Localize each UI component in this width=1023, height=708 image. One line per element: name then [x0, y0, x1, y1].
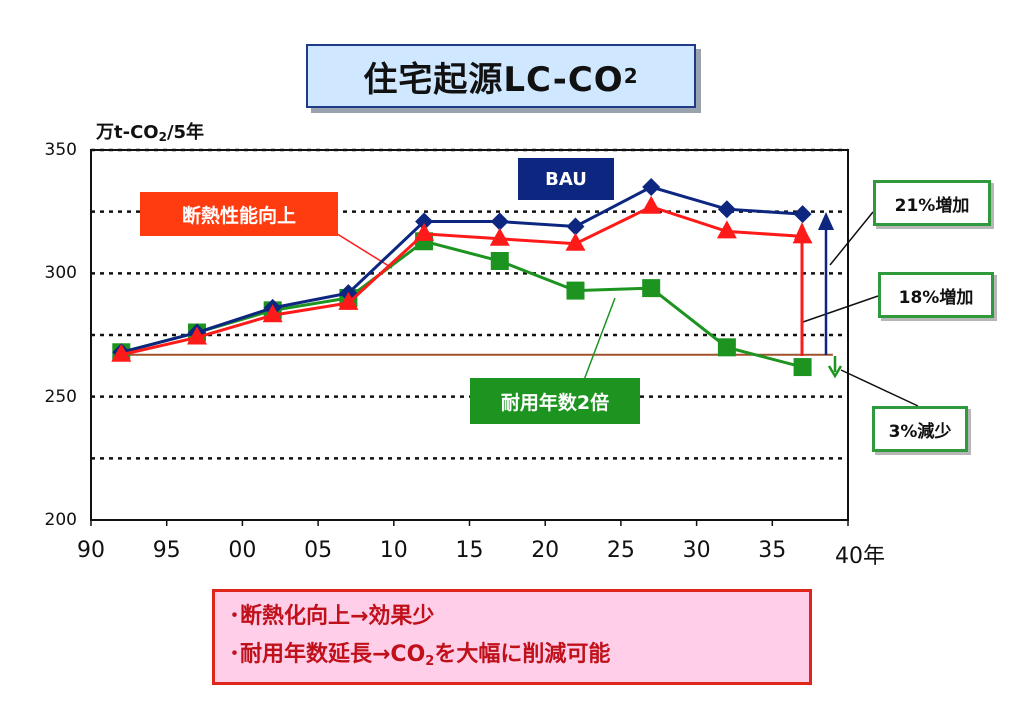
callout-21-increase: 21%増加 — [873, 180, 991, 226]
data-point — [490, 252, 509, 270]
unit-post: /5年 — [166, 122, 205, 143]
y-axis-unit: 万t-CO2/5年 — [96, 118, 204, 144]
callout-18-increase: 18%増加 — [878, 272, 994, 318]
callout-3-decrease: 3%減少 — [872, 406, 968, 452]
data-point — [716, 220, 737, 239]
data-point — [793, 205, 812, 224]
x-tick-label: 95 — [152, 538, 181, 563]
x-tick-label: 00 — [228, 538, 257, 563]
data-point — [338, 291, 359, 310]
series-label-bau: BAU — [518, 158, 614, 200]
data-point — [566, 217, 585, 236]
data-point — [489, 227, 510, 246]
leader-3 — [840, 369, 919, 407]
summary-line-1: ･断熱化向上→効果少 — [229, 604, 435, 629]
x-tick-label: 10 — [379, 538, 408, 563]
unit-pre: 万t-CO — [96, 122, 159, 143]
data-point — [111, 343, 132, 362]
y-tick-label: 250 — [44, 386, 77, 407]
x-tick-label: 40年 — [835, 544, 885, 569]
data-point — [717, 200, 736, 219]
arrow-21-blue-head — [818, 212, 834, 230]
x-tick-label: 30 — [682, 538, 711, 563]
x-tick-label: 35 — [758, 538, 787, 563]
arrow-18-red-head — [794, 222, 810, 240]
y-tick-label: 200 — [44, 510, 77, 530]
x-tick-label: 25 — [606, 538, 635, 563]
summary-line-2-b: を大幅に削減可能 — [434, 642, 611, 667]
data-point — [565, 232, 586, 251]
leader-21 — [829, 211, 874, 266]
data-point — [490, 212, 509, 231]
data-point — [566, 281, 585, 300]
x-tick-label: 90 — [77, 538, 105, 563]
summary-line-2-a: ･耐用年数延長→CO — [229, 642, 426, 667]
summary-box: ･断熱化向上→効果少 ･耐用年数延長→CO2を大幅に削減可能 — [212, 589, 812, 685]
x-tick-label: 15 — [455, 538, 484, 563]
data-point — [414, 222, 435, 241]
data-point — [186, 326, 207, 345]
summary-line-2: ･耐用年数延長→CO2を大幅に削減可能 — [229, 636, 797, 681]
unit-sub: 2 — [158, 130, 167, 144]
series-label-insulation: 断熱性能向上 — [140, 192, 338, 236]
data-point — [717, 338, 736, 357]
arrow-3-green-head — [827, 365, 843, 379]
leader-durability — [583, 297, 616, 381]
chart-title-sub: 2 — [623, 64, 639, 88]
x-tick-label: 05 — [304, 538, 333, 563]
series-line — [120, 185, 803, 354]
x-tick-label: 20 — [531, 538, 560, 563]
chart-title-main: 住宅起源LC-CO — [363, 59, 624, 100]
series-label-durability: 耐用年数2倍 — [470, 378, 640, 424]
data-point — [642, 178, 661, 196]
chart-title: 住宅起源LC-CO 2 — [306, 44, 696, 108]
data-point — [641, 195, 662, 214]
data-point — [415, 212, 434, 231]
data-point — [262, 304, 283, 323]
y-tick-label: 350 — [44, 140, 77, 160]
data-point — [642, 279, 661, 298]
data-point — [793, 358, 812, 377]
series-line — [120, 205, 803, 357]
leader-18 — [802, 295, 879, 323]
y-tick-label: 300 — [44, 263, 77, 284]
summary-line-2-sub: 2 — [425, 654, 435, 669]
